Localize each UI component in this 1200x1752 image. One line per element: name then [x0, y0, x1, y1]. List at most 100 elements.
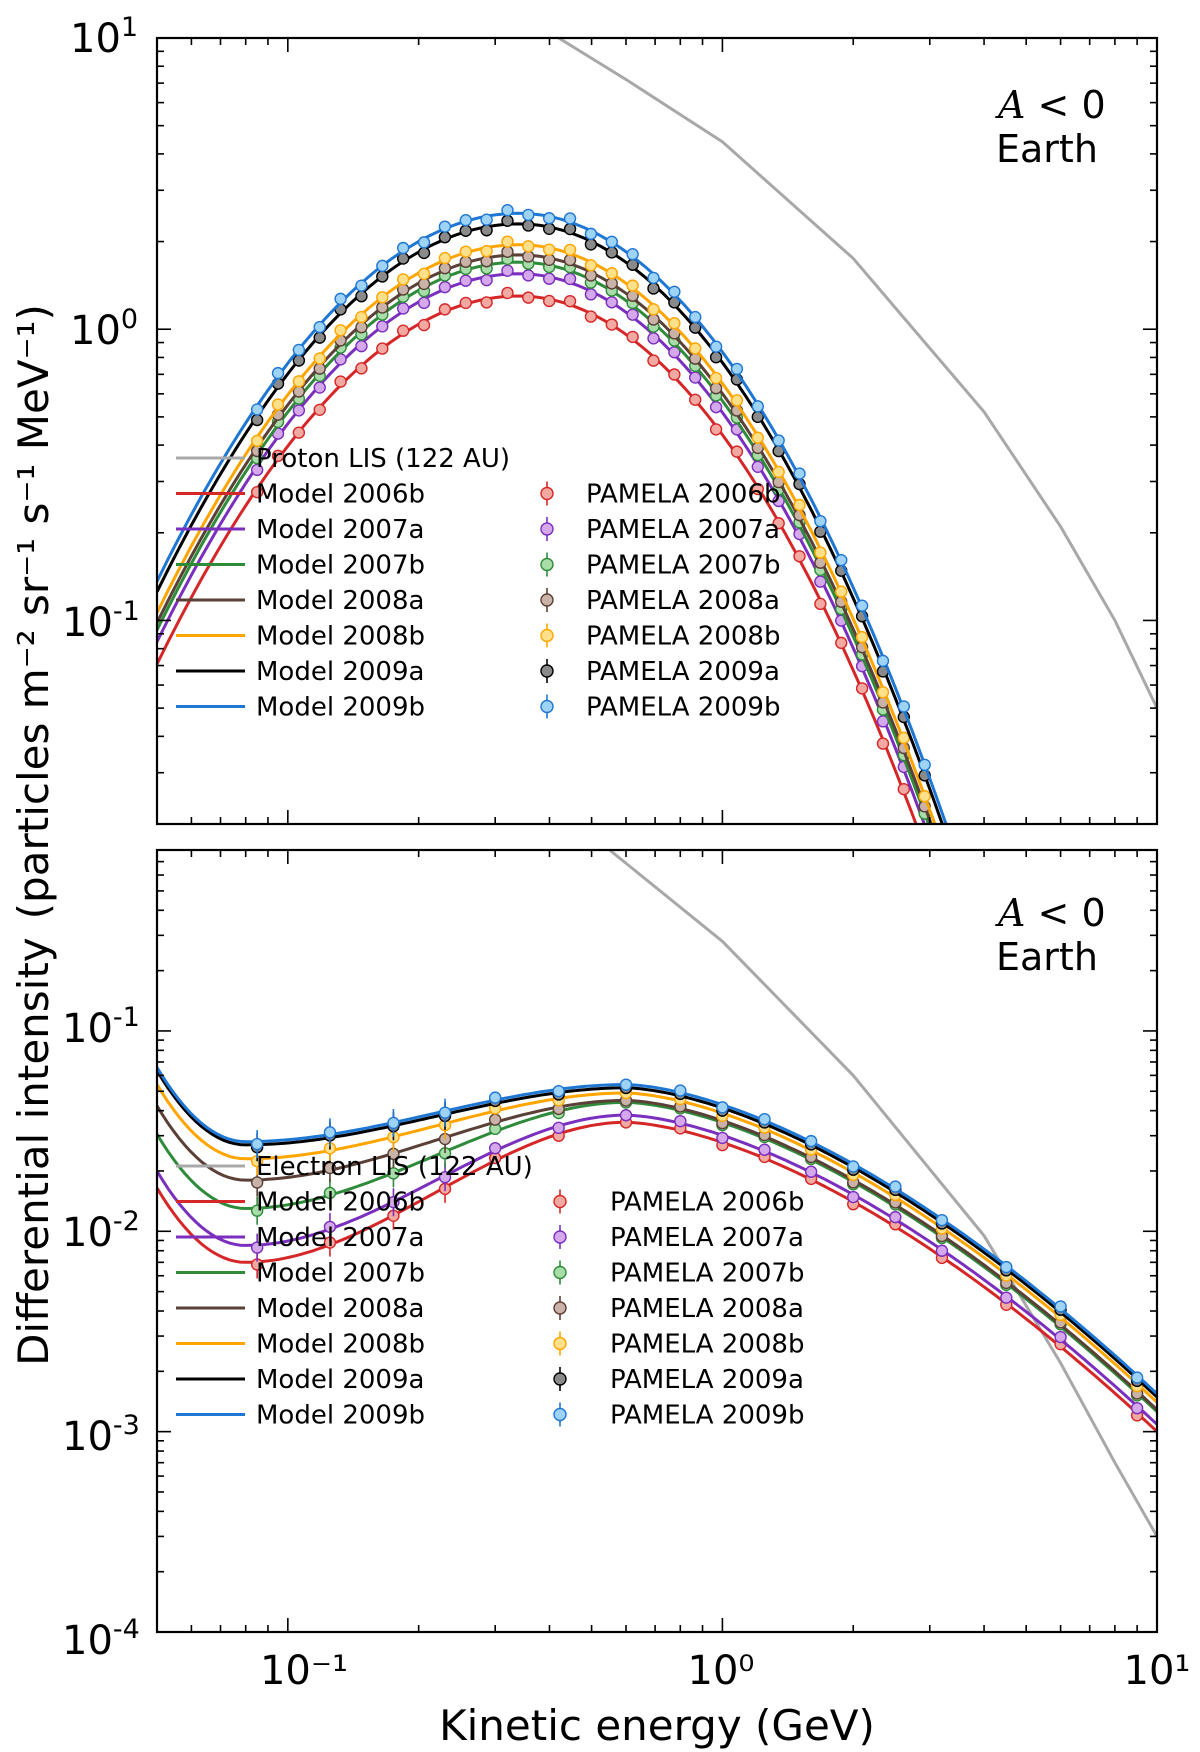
legend-label-model-2008a: Model 2008a — [256, 1294, 424, 1324]
data-point-2007a — [716, 1131, 729, 1145]
model-curve-2007a — [157, 1113, 1157, 1426]
data-point-2006b — [647, 354, 660, 367]
bottom-annotation-line1: A < 0 — [995, 891, 1106, 935]
data-point-2008a — [542, 253, 556, 267]
data-point-2006b — [709, 423, 723, 436]
data-point-2008a — [376, 301, 389, 314]
data-point-2008b — [751, 431, 764, 444]
data-point-2009b — [918, 758, 931, 772]
data-point-2007a — [758, 1143, 771, 1156]
bottom-y-tick-label: 10-4 — [62, 1614, 140, 1664]
legend-label-model-2006b: Model 2006b — [256, 1188, 425, 1218]
top-annotation-line1: A < 0 — [995, 83, 1106, 127]
data-point-2007a — [1000, 1291, 1013, 1304]
data-point-2008b — [793, 498, 806, 512]
data-point-2007a — [417, 296, 431, 310]
lis-curve — [557, 38, 1157, 709]
data-point-2008a — [313, 362, 326, 375]
data-point-2009a — [250, 413, 264, 427]
data-point-2009b — [438, 1106, 452, 1119]
data-point-2006b — [668, 368, 681, 381]
legend-label-model-2009b: Model 2009b — [256, 1401, 425, 1431]
data-point-2009a — [584, 238, 598, 251]
data-point-2007a — [376, 320, 389, 333]
data-point-2006b — [855, 682, 869, 695]
data-point-2009b — [889, 1180, 902, 1193]
legend-label-lis: Electron LIS (122 AU) — [256, 1152, 533, 1182]
data-point-2008b — [730, 394, 744, 407]
data-point-2008a — [647, 313, 660, 326]
data-point-2009b — [376, 259, 389, 273]
data-point-2009b — [668, 285, 681, 298]
data-point-2006b — [772, 517, 785, 530]
data-point-2008b — [417, 267, 431, 281]
data-point-2006b — [355, 362, 368, 375]
data-point-2009a — [313, 331, 326, 344]
data-point-2008a — [501, 245, 514, 258]
data-point-2007a — [438, 280, 452, 294]
top-y-tick-label: 101 — [70, 12, 138, 62]
data-point-2009b — [1130, 1371, 1144, 1384]
data-point-2008a — [522, 250, 535, 263]
legend-label-data-2008a: PAMELA 2008a — [610, 1294, 804, 1324]
data-point-2007a — [250, 1241, 264, 1254]
data-point-2007a — [323, 1220, 337, 1234]
bottom-y-tick-label: 10-1 — [62, 1002, 140, 1052]
legend-label-data-2008b: PAMELA 2008b — [610, 1330, 804, 1360]
data-point-2006b — [814, 597, 827, 611]
data-point-2008b — [876, 686, 890, 699]
data-point-2006b — [501, 286, 514, 300]
data-point-2007a — [1130, 1401, 1144, 1415]
data-point-2009b — [501, 204, 514, 217]
data-point-2009b — [292, 343, 306, 357]
data-point-2008b — [355, 310, 368, 324]
legend-marker-data-2008b — [540, 628, 554, 643]
data-point-2006b — [751, 482, 764, 496]
y-axis-label-units: (particles m⁻² sr⁻¹ s⁻¹ MeV⁻¹) — [9, 304, 58, 919]
data-point-2009b — [647, 271, 660, 285]
data-point-2006b — [605, 318, 618, 331]
legend-marker-data-2009b — [540, 699, 554, 714]
top-panel-ticks — [156, 37, 1158, 825]
x-tick-label: 10¹ — [1124, 1648, 1191, 1694]
legend-marker-data-2008a — [553, 1301, 567, 1315]
data-point-2009b — [897, 700, 911, 713]
data-point-2008a — [605, 277, 618, 290]
top-annotation: A < 0 Earth — [995, 83, 1106, 171]
data-point-2009b — [935, 1213, 949, 1227]
data-point-2008b — [563, 243, 577, 257]
data-point-2009b — [1054, 1300, 1067, 1313]
legend-label-data-2007a: PAMELA 2007a — [586, 515, 780, 545]
data-point-2006b — [376, 342, 389, 355]
data-point-2007a — [584, 288, 598, 301]
data-point-2009b — [835, 553, 848, 567]
legend-marker-data-2007a — [540, 522, 554, 536]
legend-marker-data-2007b — [553, 1265, 567, 1280]
legend-label-model-2009a: Model 2009a — [256, 657, 424, 687]
legend-label-model-2008b: Model 2008b — [256, 622, 425, 652]
data-point-2007a — [935, 1244, 949, 1257]
bottom-legend: Electron LIS (122 AU) Model 2006b PAMELA 2… — [176, 1152, 804, 1431]
data-point-2009b — [271, 366, 285, 380]
data-point-2009b — [542, 212, 556, 225]
bottom-panel-ticks — [156, 849, 1158, 1633]
data-point-2006b — [271, 449, 285, 463]
model-curve-2009b — [157, 1066, 1157, 1395]
data-point-2009b — [751, 400, 764, 413]
data-point-2007b — [250, 1204, 264, 1217]
data-point-2009b — [855, 599, 869, 612]
legend-label-data-2008a: PAMELA 2008a — [586, 586, 780, 616]
data-point-2006b — [459, 296, 472, 310]
data-point-2008b — [689, 342, 702, 355]
data-point-2009b — [480, 213, 493, 226]
data-point-2008b — [459, 245, 472, 258]
top-y-tick-label: 100 — [70, 304, 138, 354]
data-point-2007a — [501, 264, 514, 277]
data-point-2009b — [876, 654, 890, 668]
data-point-2007a — [459, 274, 472, 287]
data-point-2006b — [876, 737, 890, 750]
legend-marker-data-2008a — [540, 593, 554, 607]
data-point-2008b — [501, 235, 514, 248]
data-point-2007a — [522, 269, 535, 282]
data-point-2006b — [522, 291, 535, 304]
